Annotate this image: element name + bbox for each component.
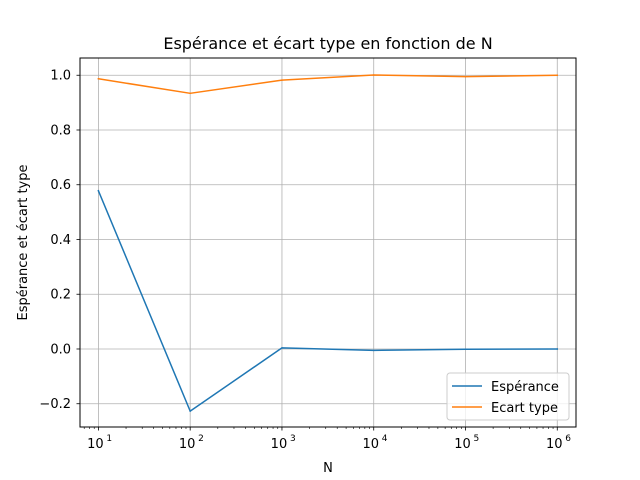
data-point-ecart-type	[189, 92, 191, 95]
data-point-esperance	[281, 347, 283, 349]
y-tick-label: −0.2	[39, 397, 71, 412]
x-tick-label: 10	[454, 437, 471, 452]
x-tick-label: 10	[271, 437, 288, 452]
legend-label-ecart-type: Ecart type	[491, 401, 558, 416]
series-line-esperance	[97, 189, 559, 412]
legend-label-esperance: Espérance	[491, 380, 559, 395]
y-tick-label: 0.2	[50, 288, 71, 303]
x-tick-label-exponent: 3	[290, 434, 296, 444]
plot-series	[97, 74, 559, 412]
x-tick-label: 10	[362, 437, 379, 452]
x-tick-label-exponent: 2	[198, 434, 204, 444]
data-point-esperance	[372, 349, 375, 352]
legend: Espérance Ecart type	[446, 372, 570, 421]
x-tick-label-exponent: 4	[382, 434, 388, 444]
legend-box	[446, 372, 570, 421]
y-tick-label: 0.8	[50, 123, 71, 138]
y-tick-label: 0.4	[50, 233, 71, 248]
data-point-esperance	[189, 410, 191, 412]
data-point-ecart-type	[464, 75, 467, 78]
data-point-ecart-type	[281, 79, 283, 81]
data-point-esperance	[556, 348, 559, 350]
x-tick-label-exponent: 1	[106, 434, 112, 444]
y-tick-label: 1.0	[50, 69, 71, 84]
axis-ticks: 10 1 10 2 10 3 10 4 10 5 10 6−0.20.00.20.40.60.81.0	[39, 69, 571, 452]
x-tick-label: 10	[179, 437, 196, 452]
x-tick-label-exponent: 5	[473, 434, 479, 444]
y-tick-label: 0.0	[50, 342, 71, 357]
x-tick-label-exponent: 6	[565, 434, 571, 444]
data-point-esperance	[464, 348, 467, 351]
chart-title: Espérance et écart type en fonction de N	[163, 34, 492, 53]
data-point-ecart-type	[97, 78, 100, 80]
data-point-ecart-type	[372, 74, 375, 76]
y-tick-label: 0.6	[50, 178, 71, 193]
x-axis-label: N	[323, 461, 333, 476]
series-line-ecart-type	[97, 74, 559, 95]
grid	[80, 58, 576, 427]
data-point-esperance	[97, 190, 100, 192]
plot-area-frame	[79, 57, 577, 428]
x-tick-label: 10	[546, 437, 563, 452]
x-tick-label: 10	[87, 437, 104, 452]
y-axis-label: Espérance et écart type	[16, 164, 31, 320]
data-point-ecart-type	[556, 74, 559, 76]
